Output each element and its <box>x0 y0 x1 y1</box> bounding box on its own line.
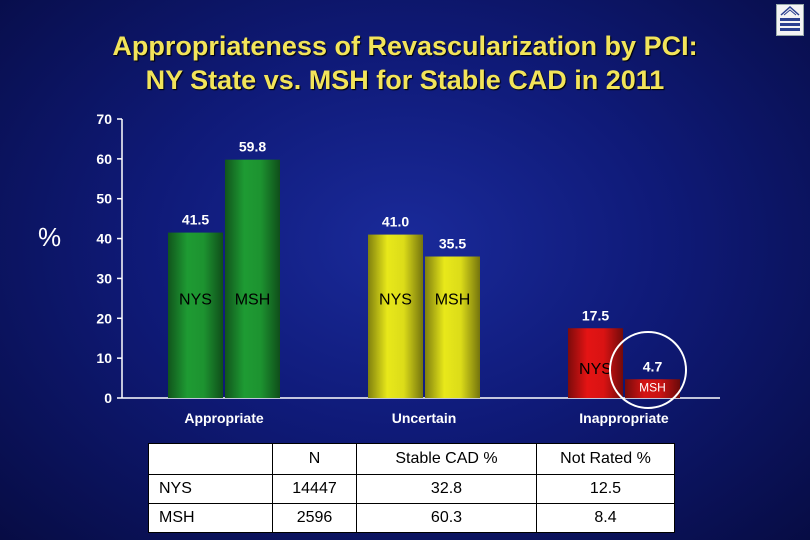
y-tick-label: 40 <box>96 231 112 247</box>
bar-nys-uncertain <box>368 234 423 398</box>
y-tick-label: 20 <box>96 310 112 326</box>
x-category-label: Inappropriate <box>579 410 669 426</box>
x-category-label: Uncertain <box>392 410 457 426</box>
table-cell: 14447 <box>272 474 357 504</box>
table-cell: NYS <box>148 474 273 504</box>
bar-msh-appropriate <box>225 159 280 398</box>
data-label: 41.0 <box>382 214 409 230</box>
bar-series-label: MSH <box>639 380 666 394</box>
data-label: 4.7 <box>643 358 663 374</box>
table-cell: 12.5 <box>536 474 675 504</box>
chart-title-line-1: Appropriateness of Revascularization by … <box>112 31 698 61</box>
table-cell: MSH <box>148 503 273 533</box>
data-label: 35.5 <box>439 236 466 252</box>
y-tick-label: 10 <box>96 350 112 366</box>
bar-series-label: MSH <box>235 291 271 308</box>
table-cell: 2596 <box>272 503 357 533</box>
y-tick-label: 30 <box>96 270 112 286</box>
table-header-cell: Stable CAD % <box>356 443 537 475</box>
y-tick-label: 60 <box>96 151 112 167</box>
data-label: 41.5 <box>182 212 209 228</box>
y-tick-label: 0 <box>104 390 112 406</box>
y-tick-label: 70 <box>96 111 112 127</box>
bar-msh-inappropriate <box>625 379 680 398</box>
table-header-cell: N <box>272 443 357 475</box>
data-label: 17.5 <box>582 307 609 323</box>
highlight-circle <box>609 331 687 409</box>
bar-series-label: NYS <box>379 291 412 308</box>
bar-series-label: NYS <box>179 291 212 308</box>
table-row: NYS 14447 32.8 12.5 <box>148 474 675 504</box>
bar-series-label: NYS <box>579 361 612 378</box>
table-row: MSH 2596 60.3 8.4 <box>148 503 675 533</box>
table-cell: 60.3 <box>356 503 537 533</box>
table-header-cell: Not Rated % <box>536 443 675 475</box>
bar-series-label: MSH <box>435 291 471 308</box>
stats-table: N Stable CAD % Not Rated % NYS 14447 32.… <box>148 443 675 533</box>
mount-sinai-logo <box>776 4 804 36</box>
table-cell: 8.4 <box>536 503 675 533</box>
table-cell: 32.8 <box>356 474 537 504</box>
x-category-label: Appropriate <box>184 410 264 426</box>
bar-nys-appropriate <box>168 232 223 398</box>
table-header-row: N Stable CAD % Not Rated % <box>148 443 675 475</box>
y-axis-label: % <box>38 222 62 252</box>
chart-title-line-2: NY State vs. MSH for Stable CAD in 2011 <box>145 65 665 95</box>
bar-msh-uncertain <box>425 256 480 398</box>
bar-chart: 0 10 20 30 40 50 60 70 41.5 NYS 59.8 MSH Appropriate… <box>96 111 687 426</box>
y-tick-label: 50 <box>96 191 112 207</box>
table-header-cell <box>148 443 273 475</box>
data-label: 59.8 <box>239 139 266 155</box>
